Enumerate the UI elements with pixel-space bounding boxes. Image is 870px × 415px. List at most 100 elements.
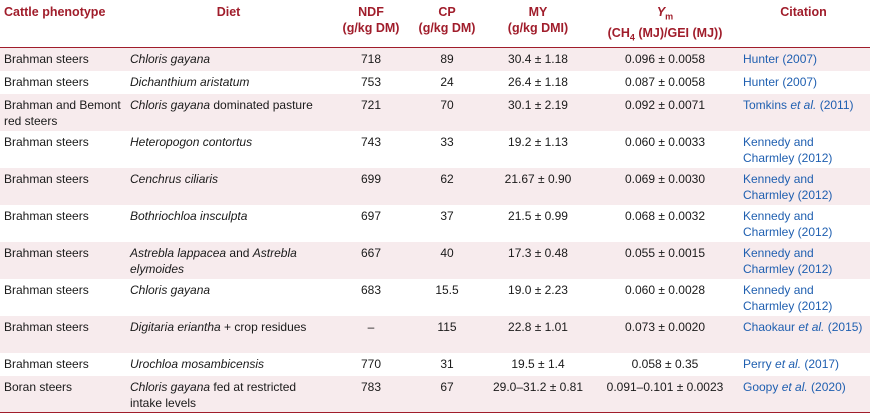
cell-citation: Perry et al. (2017)	[737, 353, 870, 376]
cell-phenotype: Brahman steers	[4, 208, 89, 223]
cell-cp: 40	[440, 245, 454, 260]
cell-citation: Hunter (2007)	[737, 48, 870, 71]
table-row: Brahman steers Urochloa mosambicensis 77…	[0, 353, 870, 376]
cell-phenotype: Brahman steers	[4, 134, 89, 149]
cell-my: 29.0–31.2 ± 0.81	[493, 379, 583, 394]
cell-diet: Astrebla lappacea and Astrebla elymoides	[130, 245, 297, 276]
header-ndf: NDF (g/kg DM)	[342, 5, 400, 35]
cell-ndf: 783	[360, 379, 382, 394]
citation-link[interactable]: Goopy et al. (2020)	[743, 379, 846, 394]
cell-phenotype: Brahman steers	[4, 356, 89, 371]
citation-link[interactable]: Tomkins et al. (2011)	[743, 97, 854, 112]
cell-ym: 0.058 ± 0.35	[631, 356, 699, 371]
cell-diet: Dichanthium aristatum	[130, 74, 250, 89]
header-phenotype: Cattle phenotype	[4, 5, 106, 19]
header-citation: Citation	[780, 5, 827, 19]
cell-cp: 37	[440, 208, 454, 223]
cell-ndf: 683	[360, 282, 382, 297]
cell-diet: Chloris gayana	[130, 52, 211, 66]
cell-phenotype: Brahman steers	[4, 52, 89, 66]
table-row: Brahman steers Chloris gayana 718 89 30.…	[0, 47, 870, 71]
citation-link[interactable]: Kennedy and Charmley (2012)	[743, 134, 833, 165]
cell-phenotype: Brahman steers	[4, 245, 89, 260]
cell-ndf: 667	[360, 245, 382, 260]
table-row: Brahman steers Dichanthium aristatum 753…	[0, 71, 870, 94]
cell-phenotype: Boran steers	[4, 379, 73, 394]
cell-ndf: 718	[360, 52, 382, 66]
cell-diet: Cenchrus ciliaris	[130, 171, 219, 186]
cell-phenotype: Brahman steers	[4, 319, 89, 334]
cell-ndf: 743	[360, 134, 382, 149]
cell-ym: 0.092 ± 0.0071	[625, 97, 705, 112]
citation-link[interactable]: Kennedy and Charmley (2012)	[743, 282, 833, 313]
cell-diet: Chloris gayana	[130, 282, 211, 297]
citation-link[interactable]: Hunter (2007)	[743, 74, 818, 89]
citation-link[interactable]: Perry et al. (2017)	[743, 356, 840, 371]
citation-link[interactable]: Kennedy and Charmley (2012)	[743, 208, 833, 239]
cell-citation: Kennedy and Charmley (2012)	[737, 242, 870, 279]
cell-ndf: 721	[360, 97, 382, 112]
cell-diet: Chloris gayana fed at restricted intake …	[130, 379, 297, 410]
header-diet: Diet	[216, 5, 241, 19]
cell-ym: 0.068 ± 0.0032	[625, 208, 705, 223]
cell-diet: Bothriochloa insculpta	[130, 208, 248, 223]
cell-phenotype: Brahman steers	[4, 171, 89, 186]
citation-link[interactable]: Hunter (2007)	[743, 52, 818, 66]
header-row: Cattle phenotype Diet NDF (g/kg DM) CP (g/…	[0, 0, 870, 48]
citation-link[interactable]: Chaokaur et al. (2015)	[743, 319, 863, 334]
cell-ym: 0.055 ± 0.0015	[625, 245, 705, 260]
cell-ndf: 770	[360, 356, 382, 371]
cell-my: 19.0 ± 2.23	[508, 282, 568, 297]
cell-my: 19.2 ± 1.13	[508, 134, 568, 149]
cell-cp: 33	[440, 134, 454, 149]
table-row: Brahman steers Bothriochloa insculpta 69…	[0, 205, 870, 242]
cell-citation: Kennedy and Charmley (2012)	[737, 205, 870, 242]
cell-phenotype: Brahman steers	[4, 74, 89, 89]
cell-citation: Hunter (2007)	[737, 71, 870, 94]
cell-cp: 62	[440, 171, 454, 186]
table-row: Brahman steers Heteropogon contortus 743…	[0, 131, 870, 168]
cell-diet: Heteropogon contortus	[130, 134, 253, 149]
cell-diet: Digitaria eriantha + crop residues	[130, 319, 307, 334]
table-row: Brahman steers Cenchrus ciliaris 699 62 …	[0, 167, 870, 205]
cell-citation: Kennedy and Charmley (2012)	[737, 131, 870, 168]
citation-link[interactable]: Kennedy and Charmley (2012)	[743, 245, 833, 276]
cell-citation: Tomkins et al. (2011)	[737, 94, 870, 131]
cell-my: 17.3 ± 0.48	[508, 245, 568, 260]
cell-diet: Chloris gayana dominated pasture	[130, 97, 313, 112]
cell-ym: 0.069 ± 0.0030	[625, 171, 705, 186]
cell-cp: 70	[440, 97, 454, 112]
table-row: Brahman steers Astrebla lappacea and Ast…	[0, 241, 870, 279]
cell-phenotype: Brahman and Bemont red steers	[4, 97, 121, 128]
cell-citation: Chaokaur et al. (2015)	[737, 316, 870, 353]
cell-cp: 89	[440, 52, 454, 66]
cell-my: 30.1 ± 2.19	[508, 97, 568, 112]
table-row: Boran steers Chloris gayana fed at restr…	[0, 375, 870, 413]
table-row: Brahman steers Digitaria eriantha + crop…	[0, 315, 870, 353]
cell-ym: 0.096 ± 0.0058	[625, 52, 705, 66]
header-ym: Ym (CH4 (MJ)/GEI (MJ))	[607, 5, 723, 42]
cell-cp: 115	[437, 319, 457, 334]
cell-phenotype: Brahman steers	[4, 282, 89, 297]
cell-cp: 67	[440, 379, 454, 394]
cell-my: 19.5 ± 1.4	[511, 356, 565, 371]
cell-cp: 15.5	[435, 282, 459, 297]
cell-ym: 0.060 ± 0.0033	[625, 134, 705, 149]
cell-ym: 0.073 ± 0.0020	[625, 319, 705, 334]
cell-my: 22.8 ± 1.01	[508, 319, 568, 334]
cell-cp: 24	[440, 74, 454, 89]
cell-my: 21.5 ± 0.99	[508, 208, 568, 223]
cell-ndf: 699	[360, 171, 382, 186]
cell-citation: Kennedy and Charmley (2012)	[737, 279, 870, 316]
cell-citation: Goopy et al. (2020)	[737, 376, 870, 413]
header-my: MY (g/kg DMI)	[507, 5, 569, 35]
cell-diet: Urochloa mosambicensis	[130, 356, 265, 371]
cell-ym: 0.087 ± 0.0058	[625, 74, 705, 89]
citation-link[interactable]: Kennedy and Charmley (2012)	[743, 171, 833, 202]
cell-cp: 31	[440, 356, 454, 371]
table-row: Brahman and Bemont red steers Chloris ga…	[0, 93, 870, 131]
cell-my: 30.4 ± 1.18	[508, 52, 568, 66]
cell-ndf: 753	[360, 74, 382, 89]
cell-my: 21.67 ± 0.90	[504, 171, 572, 186]
